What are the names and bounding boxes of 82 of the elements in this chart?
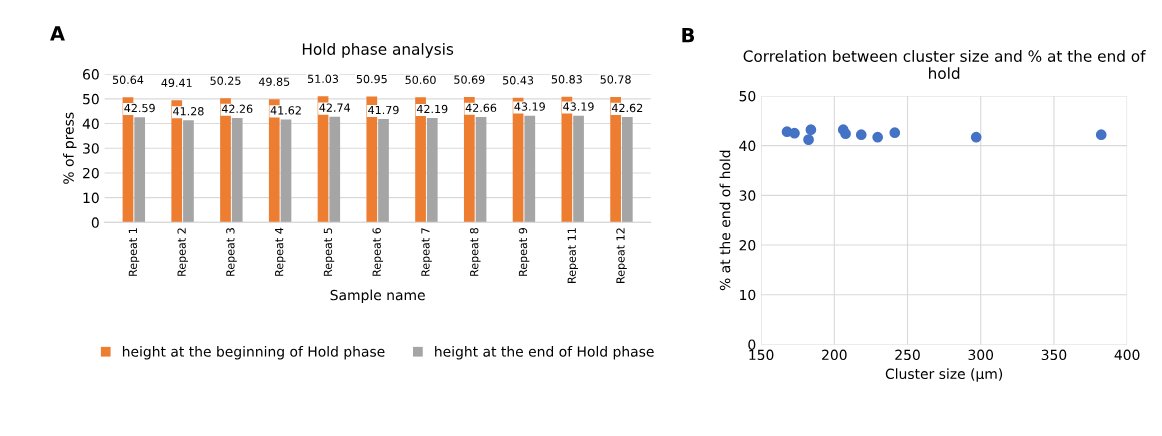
point — [970, 131, 982, 143]
data-label: 42.59 — [124, 103, 155, 113]
data-label: 50.60 — [405, 75, 436, 85]
data-label: 50.25 — [210, 76, 241, 85]
data-label: 50.69 — [454, 75, 485, 84]
x-tick-label: Repeat 12 — [616, 228, 627, 283]
y-tick-label: 10 — [740, 289, 756, 301]
data-label: 42.19 — [416, 104, 448, 114]
text: A — [50, 26, 65, 41]
data-label: 42.66 — [465, 103, 497, 113]
data-label: 41.79 — [368, 105, 399, 115]
data-label: 42.62 — [611, 103, 643, 113]
y-tick-label: 30 — [739, 190, 756, 201]
x-axis-title: Sample name — [330, 289, 425, 303]
point — [789, 127, 800, 139]
data-label: 50.64 — [112, 75, 144, 84]
bar — [378, 119, 389, 223]
x-tick-label: 300 — [968, 349, 994, 361]
point — [840, 128, 851, 140]
bar — [475, 116, 487, 223]
x-tick-label: Repeat 5 — [323, 228, 335, 276]
x-tick-label: Repeat 7 — [421, 228, 432, 276]
y-tick-label: 60 — [83, 69, 99, 80]
bar — [280, 119, 292, 223]
y-axis-title: % of press — [63, 112, 77, 184]
y-tick-label: 50 — [739, 90, 756, 102]
text: B — [682, 28, 695, 43]
bar — [134, 117, 146, 223]
y-tick-label: 30 — [83, 143, 99, 154]
point — [872, 131, 884, 143]
x-tick-label: Repeat 3 — [226, 228, 237, 276]
chart-title: Correlation between cluster size and % at the end of hold — [743, 50, 1146, 80]
y-tick-label: 0 — [91, 217, 99, 228]
point — [803, 134, 814, 146]
bar — [573, 115, 584, 223]
y-tick-label: 0 — [748, 339, 756, 350]
x-tick-label: Repeat 11 — [567, 228, 579, 283]
bar — [426, 118, 438, 223]
x-tick-label: Repeat 9 — [518, 228, 530, 276]
bar — [621, 117, 633, 223]
data-label: 49.85 — [258, 77, 290, 86]
x-tick-label: Repeat 2 — [177, 228, 188, 276]
data-label: 43.19 — [514, 102, 545, 111]
x-tick-label: 250 — [895, 349, 920, 361]
data-label: 50.43 — [503, 76, 534, 85]
data-label: 51.03 — [307, 74, 339, 84]
data-label: 50.83 — [551, 75, 582, 84]
bar — [231, 117, 243, 223]
y-tick-label: 40 — [82, 118, 99, 130]
x-tick-label: Repeat 4 — [275, 227, 286, 276]
y-tick-label: 50 — [83, 93, 99, 105]
data-label: 41.28 — [173, 107, 204, 116]
bar — [524, 115, 536, 223]
bar — [329, 116, 341, 223]
point — [889, 127, 901, 139]
x-tick-label: Repeat 1 — [128, 228, 140, 276]
x-tick-label: 150 — [749, 349, 774, 361]
x-tick-label: 200 — [822, 349, 847, 361]
point — [805, 124, 817, 136]
point — [1095, 129, 1107, 141]
x-tick-label: 400 — [1114, 349, 1140, 361]
x-axis-title: Cluster size (µm) — [885, 368, 1003, 382]
y-axis-title: % at the end of hold — [719, 150, 731, 291]
x-tick-label: Repeat 6 — [372, 227, 384, 276]
legend-label: height at the end of Hold phase — [435, 346, 654, 360]
legend-label: height at the beginning of Hold phase — [122, 346, 385, 360]
x-tick-label: Repeat 8 — [469, 227, 481, 276]
bar — [183, 120, 194, 223]
y-tick-label: 20 — [739, 240, 756, 251]
data-label: 50.95 — [356, 74, 387, 84]
y-tick-label: 10 — [83, 192, 99, 204]
data-label: 41.62 — [270, 106, 301, 115]
data-label: 50.78 — [600, 75, 631, 84]
point — [855, 129, 867, 141]
chart-title: Hold phase analysis — [302, 43, 454, 58]
data-label: 42.74 — [319, 103, 351, 112]
data-label: 42.26 — [221, 104, 253, 114]
y-tick-label: 20 — [83, 167, 99, 179]
x-tick-label: 350 — [1041, 349, 1067, 361]
y-tick-label: 40 — [739, 140, 756, 152]
data-label: 43.19 — [563, 102, 594, 111]
data-label: 49.41 — [161, 78, 192, 88]
